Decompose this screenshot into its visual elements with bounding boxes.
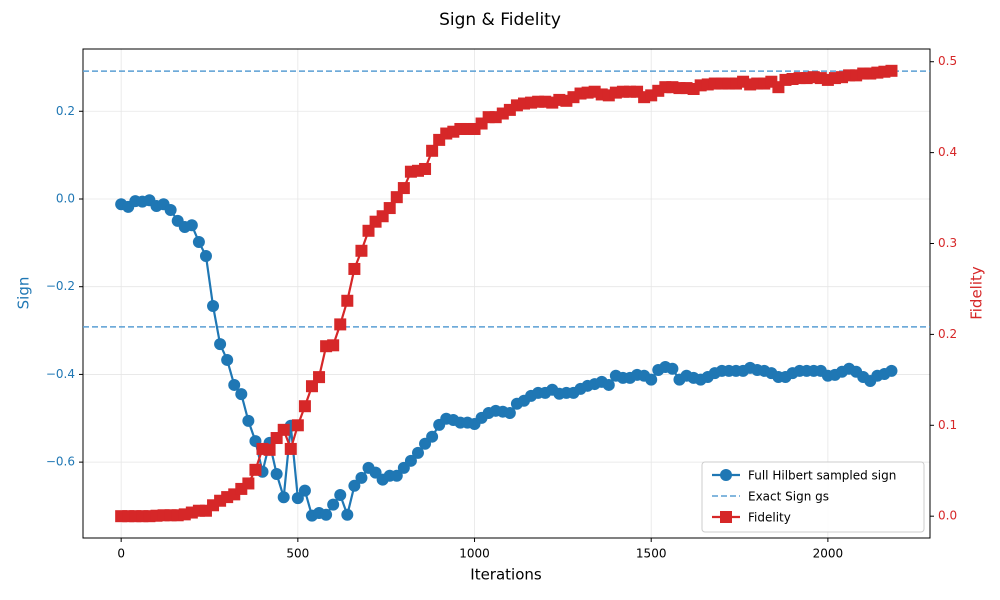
marker bbox=[390, 469, 403, 482]
x-tick-label: 0 bbox=[117, 547, 125, 561]
marker bbox=[192, 504, 205, 517]
marker bbox=[291, 492, 304, 505]
marker bbox=[199, 250, 212, 263]
y2-tick-label: 0.2 bbox=[938, 327, 957, 341]
legend-label: Fidelity bbox=[748, 511, 791, 525]
y2-tick-label: 0.0 bbox=[938, 509, 957, 523]
marker bbox=[355, 471, 368, 484]
marker bbox=[390, 191, 403, 204]
marker bbox=[228, 378, 241, 391]
marker bbox=[214, 338, 227, 351]
marker bbox=[277, 423, 290, 436]
marker bbox=[320, 508, 333, 521]
marker bbox=[249, 463, 262, 476]
y2-axis-label: Fidelity bbox=[968, 266, 986, 320]
marker bbox=[348, 479, 361, 492]
marker bbox=[362, 224, 375, 237]
legend-label: Full Hilbert sampled sign bbox=[748, 469, 896, 483]
marker bbox=[383, 202, 396, 215]
marker bbox=[270, 467, 283, 480]
y-tick-label: −0.4 bbox=[46, 367, 75, 381]
marker bbox=[404, 454, 417, 467]
x-axis-label: Iterations bbox=[470, 566, 542, 584]
marker bbox=[242, 414, 255, 427]
marker bbox=[426, 144, 439, 157]
marker bbox=[284, 442, 297, 455]
series-line bbox=[121, 69, 892, 518]
marker bbox=[666, 362, 679, 375]
marker bbox=[645, 373, 658, 386]
marker bbox=[263, 443, 276, 456]
marker bbox=[277, 491, 290, 504]
marker bbox=[207, 299, 220, 312]
chart-title: Sign & Fidelity bbox=[439, 10, 561, 30]
y-tick-label: −0.6 bbox=[46, 455, 75, 469]
marker bbox=[192, 235, 205, 248]
x-tick-label: 1000 bbox=[459, 547, 490, 561]
legend-marker bbox=[720, 511, 732, 523]
marker bbox=[503, 407, 516, 420]
marker bbox=[305, 380, 318, 393]
marker bbox=[185, 219, 198, 232]
y-tick-label: −0.2 bbox=[46, 279, 75, 293]
marker bbox=[885, 64, 898, 77]
marker bbox=[221, 353, 234, 366]
x-tick-label: 1500 bbox=[636, 547, 667, 561]
y-tick-label: 0.0 bbox=[56, 191, 75, 205]
marker bbox=[397, 182, 410, 195]
y2-tick-label: 0.4 bbox=[938, 145, 957, 159]
marker bbox=[164, 203, 177, 216]
legend: Full Hilbert sampled sign Exact Sign gs Fi… bbox=[701, 461, 925, 533]
y2-tick-label: 0.5 bbox=[938, 54, 957, 68]
marker bbox=[341, 508, 354, 521]
marker bbox=[885, 364, 898, 377]
plot-frame bbox=[82, 48, 931, 539]
legend-label: Exact Sign gs bbox=[748, 490, 829, 504]
marker bbox=[327, 498, 340, 511]
marker bbox=[426, 430, 439, 443]
marker bbox=[298, 484, 311, 497]
marker bbox=[327, 339, 340, 352]
marker bbox=[334, 489, 347, 502]
x-tick-label: 2000 bbox=[813, 547, 844, 561]
marker bbox=[235, 388, 248, 401]
marker bbox=[291, 419, 304, 432]
marker bbox=[341, 294, 354, 307]
x-tick-label: 500 bbox=[286, 547, 309, 561]
legend-box bbox=[701, 461, 925, 533]
marker bbox=[334, 318, 347, 331]
marker bbox=[242, 477, 255, 490]
marker bbox=[348, 262, 361, 275]
y-axis-label: Sign bbox=[15, 277, 33, 310]
marker bbox=[298, 400, 311, 413]
legend-marker bbox=[720, 469, 732, 481]
marker bbox=[419, 162, 432, 175]
marker bbox=[355, 244, 368, 257]
y-tick-label: 0.2 bbox=[56, 104, 75, 118]
marker bbox=[199, 504, 212, 517]
marker bbox=[411, 446, 424, 459]
marker bbox=[313, 371, 326, 384]
y2-tick-label: 0.3 bbox=[938, 236, 957, 250]
y2-tick-label: 0.1 bbox=[938, 418, 957, 432]
marker bbox=[602, 378, 615, 391]
